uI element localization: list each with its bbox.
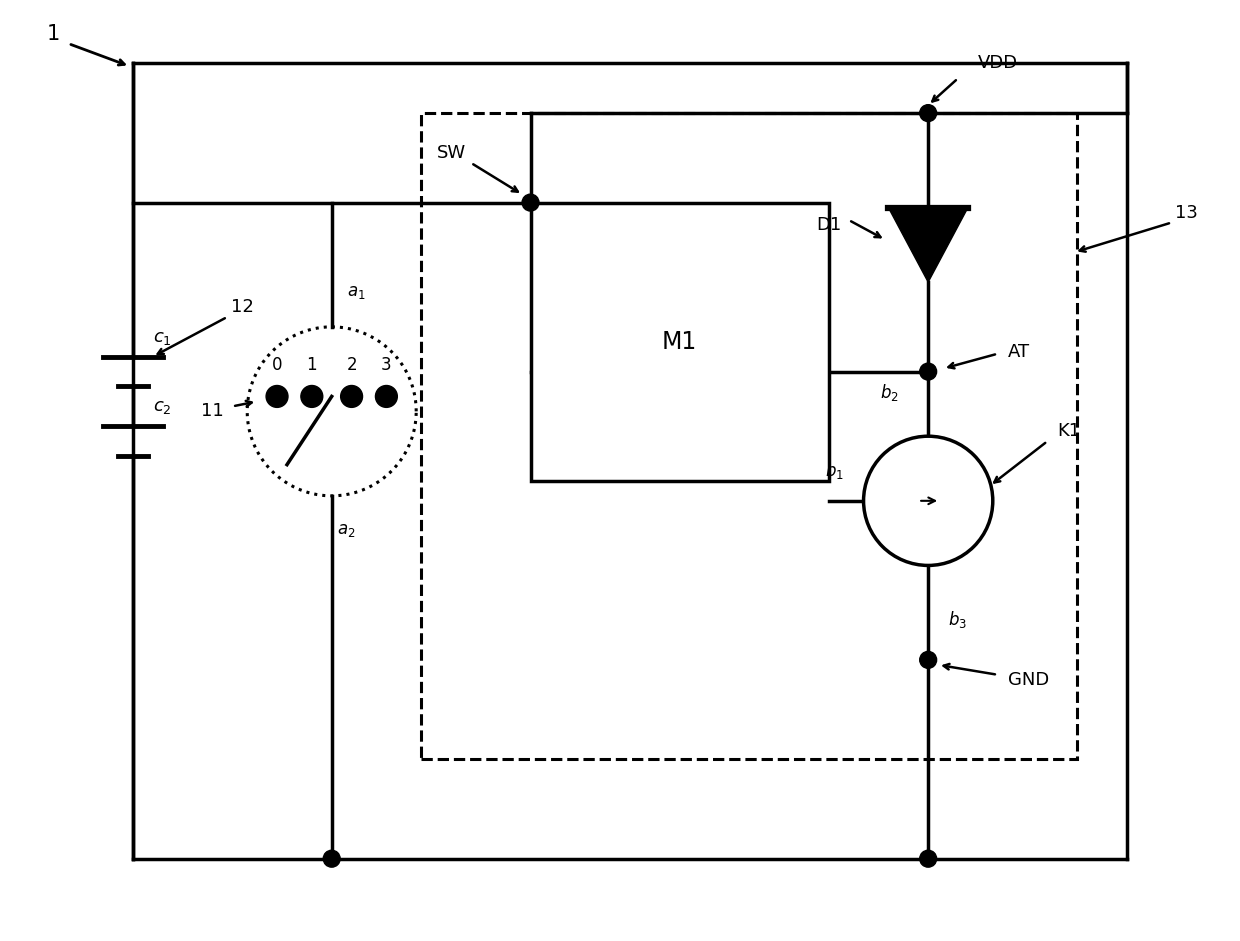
- Circle shape: [324, 851, 340, 868]
- Text: $b_2$: $b_2$: [879, 381, 898, 403]
- Text: AT: AT: [1008, 343, 1030, 360]
- Text: 3: 3: [381, 356, 392, 374]
- Text: 11: 11: [201, 403, 223, 421]
- Circle shape: [920, 104, 936, 121]
- Circle shape: [267, 386, 288, 407]
- Text: SW: SW: [436, 144, 465, 162]
- Text: 2: 2: [346, 356, 357, 374]
- Bar: [422, 113, 1078, 759]
- Bar: [531, 202, 828, 481]
- Text: $a_2$: $a_2$: [337, 520, 356, 538]
- Text: D1: D1: [816, 215, 842, 234]
- Text: 1: 1: [306, 356, 317, 374]
- Circle shape: [376, 386, 397, 407]
- Circle shape: [301, 386, 322, 407]
- Circle shape: [920, 363, 936, 380]
- Text: GND: GND: [1008, 671, 1049, 689]
- Text: 13: 13: [1176, 203, 1198, 221]
- Circle shape: [920, 651, 936, 668]
- Text: K1: K1: [1058, 423, 1080, 440]
- Text: $c_1$: $c_1$: [153, 328, 171, 346]
- Polygon shape: [888, 208, 968, 282]
- Text: $b_1$: $b_1$: [825, 460, 843, 481]
- Text: $a_1$: $a_1$: [347, 283, 366, 301]
- Text: 0: 0: [272, 356, 283, 374]
- Text: M1: M1: [662, 329, 697, 354]
- Text: 1: 1: [47, 24, 60, 43]
- Circle shape: [863, 437, 993, 566]
- Text: VDD: VDD: [978, 55, 1018, 72]
- Circle shape: [341, 386, 362, 407]
- Circle shape: [522, 194, 539, 211]
- Text: $c_2$: $c_2$: [153, 398, 171, 416]
- Circle shape: [920, 851, 936, 868]
- Text: 12: 12: [231, 298, 254, 316]
- Text: $b_3$: $b_3$: [949, 609, 967, 630]
